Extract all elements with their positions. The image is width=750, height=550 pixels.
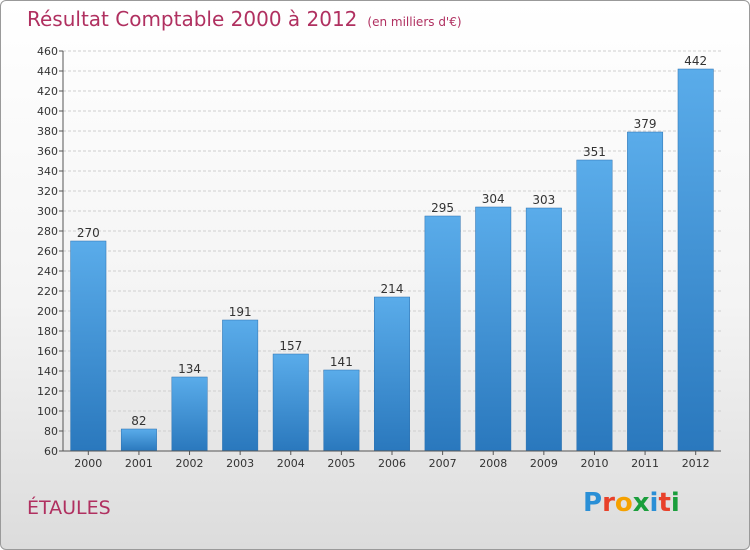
bar-2008: [475, 206, 512, 452]
y-tick-label: 280: [37, 225, 58, 238]
logo-letter: i: [670, 488, 680, 518]
bar-2009: [525, 207, 562, 452]
data-label: 442: [684, 54, 707, 68]
y-tick-label: 160: [37, 345, 58, 358]
bar-2010: [576, 159, 613, 452]
data-label: 134: [178, 362, 201, 376]
logo-letter: o: [614, 488, 633, 518]
y-tick-label: 120: [37, 385, 58, 398]
bar-2011: [627, 131, 664, 452]
data-label: 303: [532, 193, 555, 207]
axes: 60 80 100 120 140 160 180 200 220 240 260 280 300 320…: [37, 45, 721, 470]
place-name: ÉTAULES: [27, 497, 111, 519]
x-tick-label: 2012: [682, 457, 710, 470]
chart-unit: (en milliers d'€): [367, 15, 462, 29]
x-tick-label: 2009: [530, 457, 558, 470]
chart-title-text: Résultat Comptable 2000 à 2012: [27, 7, 358, 31]
y-tick-label: 380: [37, 125, 58, 138]
data-label: 82: [131, 414, 146, 428]
y-tick-label: 200: [37, 305, 58, 318]
data-label: 270: [77, 226, 100, 240]
bar-2000: [70, 240, 107, 452]
data-label: 351: [583, 145, 606, 159]
bar-2006: [374, 296, 410, 452]
bar-2002: [171, 376, 208, 452]
data-label: 214: [381, 282, 404, 296]
y-tick-label: 60: [44, 445, 58, 458]
y-tick-label: 100: [37, 405, 58, 418]
logo-letter: x: [632, 488, 650, 518]
data-label: 157: [279, 339, 302, 353]
bar-2007: [424, 215, 461, 452]
y-tick-label: 420: [37, 85, 58, 98]
logo-letter: P: [583, 488, 603, 518]
data-label: 379: [634, 117, 657, 131]
y-tick-label: 340: [37, 165, 58, 178]
bar-2012: [677, 68, 714, 452]
y-tick-label: 360: [37, 145, 58, 158]
data-label: 141: [330, 355, 353, 369]
data-label: 295: [431, 201, 454, 215]
x-tick-label: 2011: [631, 457, 659, 470]
bars: 270 82 134 191 157 141 214 295 304 303 351 379 442: [70, 54, 714, 452]
data-label: 191: [229, 305, 252, 319]
logo-letter: i: [649, 488, 659, 518]
x-tick-label: 2008: [479, 457, 507, 470]
y-tick-label: 460: [37, 45, 58, 58]
bar-2004: [272, 353, 309, 452]
x-tick-label: 2005: [327, 457, 355, 470]
y-tick-label: 140: [37, 365, 58, 378]
x-tick-label: 2010: [580, 457, 608, 470]
y-tick-label: 440: [37, 65, 58, 78]
x-tick-label: 2003: [226, 457, 254, 470]
y-tick-label: 260: [37, 245, 58, 258]
y-tick-label: 320: [37, 185, 58, 198]
bar-2005: [323, 369, 360, 452]
y-tick-label: 300: [37, 205, 58, 218]
logo-letter: r: [602, 488, 615, 518]
x-tick-label: 2006: [378, 457, 406, 470]
x-tick-label: 2000: [74, 457, 102, 470]
chart-title: Résultat Comptable 2000 à 2012 (en millie…: [27, 7, 462, 31]
proxiti-logo: Proxiti: [583, 488, 680, 518]
x-tick-label: 2001: [125, 457, 153, 470]
bar-2003: [222, 319, 259, 452]
data-label: 304: [482, 192, 505, 206]
x-tick-label: 2002: [176, 457, 204, 470]
y-tick-label: 240: [37, 265, 58, 278]
logo-letter: t: [658, 488, 671, 518]
y-tick-label: 80: [44, 425, 58, 438]
y-tick-label: 180: [37, 325, 58, 338]
x-tick-label: 2004: [277, 457, 305, 470]
y-tick-label: 220: [37, 285, 58, 298]
x-tick-label: 2007: [429, 457, 457, 470]
bar-2001: [120, 428, 157, 452]
y-tick-label: 400: [37, 105, 58, 118]
